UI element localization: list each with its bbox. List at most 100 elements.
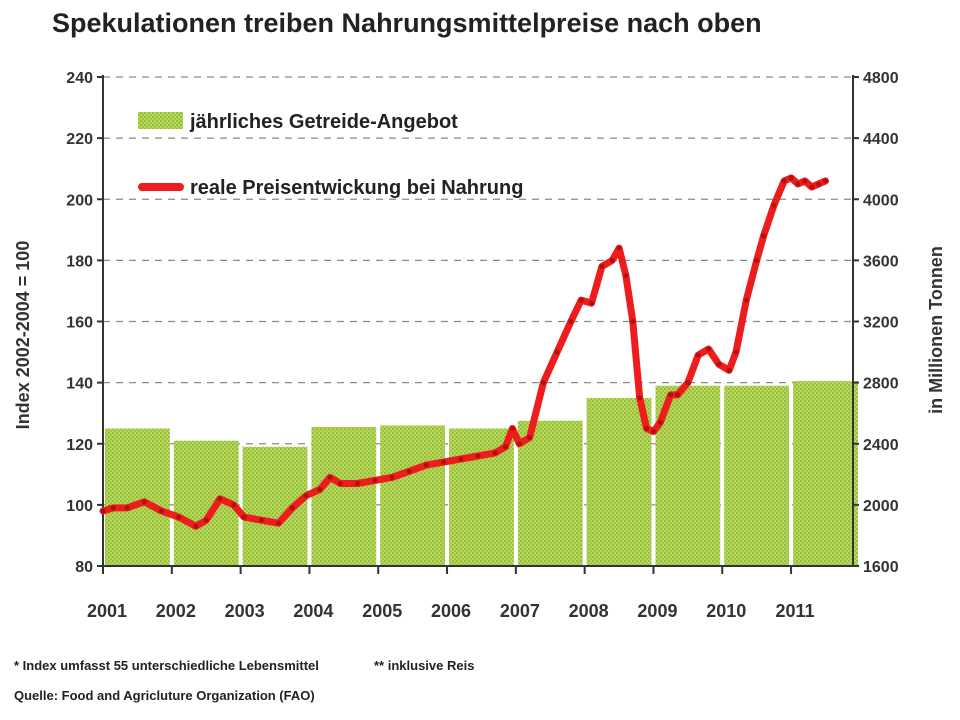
line-point-60 [802, 178, 808, 184]
y-axis-label-left: Index 2002-2004 = 100 [13, 241, 33, 430]
right-tick-label-1: 2000 [863, 498, 899, 515]
x-tick-label-2004: 2004 [293, 601, 333, 621]
line-point-9 [231, 502, 237, 508]
line-point-17 [337, 480, 343, 486]
right-tick-label-5: 3600 [863, 253, 899, 270]
left-tick-label-3: 140 [66, 376, 93, 393]
line-point-47 [685, 380, 691, 386]
x-tick-label-2005: 2005 [362, 601, 402, 621]
line-point-45 [668, 392, 674, 398]
line-point-33 [568, 319, 574, 324]
left-tick-label-5: 180 [66, 253, 93, 270]
right-tick-label-3: 2800 [863, 376, 899, 393]
right-tick-label-4: 3200 [863, 315, 899, 332]
line-point-31 [540, 380, 546, 386]
left-tick-label-6: 200 [66, 192, 93, 209]
footnote-rice: ** inklusive Reis [374, 658, 475, 673]
right-y-tick-labels: 1600 2000 2400 2800 3200 3600 4000 4400 4800 [863, 70, 899, 576]
line-point-46 [675, 392, 681, 398]
x-tick-label-2007: 2007 [500, 601, 540, 621]
line-point-49 [706, 346, 712, 352]
line-point-15 [317, 487, 323, 493]
line-point-57 [781, 178, 787, 184]
line-point-12 [275, 520, 281, 526]
left-y-tick-labels: 80 100 120 140 160 180 200 220 240 [66, 70, 93, 576]
x-tick-label-2002: 2002 [156, 601, 196, 621]
line-point-48 [695, 352, 701, 358]
line-point-36 [599, 263, 605, 269]
line-point-29 [516, 441, 522, 447]
line-point-21 [406, 468, 412, 474]
line-point-11 [258, 517, 264, 523]
line-point-4 [158, 508, 164, 514]
legend-swatch-bars [138, 112, 183, 129]
line-point-1 [110, 505, 116, 511]
line-point-39 [623, 273, 629, 279]
right-tick-label-6: 4000 [863, 192, 899, 209]
line-point-56 [771, 202, 777, 208]
bar-2004 [311, 426, 377, 566]
line-point-38 [616, 245, 622, 251]
right-tick-label-2: 2400 [863, 437, 899, 454]
left-tick-label-7: 220 [66, 131, 93, 148]
x-tick-label-2003: 2003 [225, 601, 265, 621]
line-point-20 [389, 474, 395, 480]
line-point-0 [100, 508, 106, 514]
line-point-34 [578, 297, 584, 303]
line-point-13 [289, 505, 295, 511]
line-point-5 [176, 514, 182, 520]
bar-series [105, 381, 858, 566]
line-point-41 [637, 395, 643, 401]
axes [97, 75, 859, 574]
line-point-59 [795, 181, 801, 187]
line-point-50 [716, 361, 722, 367]
line-point-42 [644, 425, 650, 431]
line-point-18 [355, 480, 361, 486]
line-point-7 [203, 517, 209, 523]
x-tick-label-2001: 2001 [87, 601, 127, 621]
line-point-25 [475, 453, 481, 459]
line-point-3 [141, 499, 147, 505]
line-point-26 [492, 450, 498, 456]
chart-title: Spekulationen treiben Nahrungsmittelprei… [52, 8, 762, 38]
x-tick-label-2011: 2011 [776, 601, 815, 621]
bar-2010 [724, 385, 790, 566]
x-tick-label-2008: 2008 [569, 601, 609, 621]
x-tick-labels: 2001 2002 2003 2004 2005 2006 2007 2008 2009 2010… [87, 601, 815, 621]
line-point-22 [423, 462, 429, 468]
legend-label-bars: jährliches Getreide-Angebot [189, 111, 458, 133]
bar-2008 [586, 397, 652, 566]
bar-2011 [793, 381, 858, 566]
legend-label-line: reale Preisentwickung bei Nahrung [190, 177, 523, 199]
line-point-58 [788, 175, 794, 181]
right-tick-label-7: 4400 [863, 131, 899, 148]
line-point-19 [372, 477, 378, 483]
line-point-62 [816, 181, 822, 187]
line-point-35 [589, 300, 595, 306]
line-point-30 [527, 435, 533, 441]
line-point-51 [726, 367, 732, 373]
line-point-52 [733, 349, 739, 355]
line-point-16 [327, 474, 333, 480]
x-tick-label-2009: 2009 [637, 601, 677, 621]
line-point-54 [754, 257, 760, 263]
left-tick-label-1: 100 [66, 498, 93, 515]
line-point-14 [303, 493, 309, 499]
line-point-43 [650, 429, 656, 435]
x-tick-label-2006: 2006 [431, 601, 471, 621]
line-point-55 [761, 233, 767, 239]
line-point-63 [822, 178, 828, 184]
line-point-32 [554, 349, 560, 355]
line-point-8 [217, 496, 223, 502]
price-line [99, 174, 829, 530]
legend: jährliches Getreide-Angebot reale Preise… [138, 111, 523, 199]
bar-2007 [517, 420, 583, 566]
line-point-44 [657, 419, 663, 425]
line-point-23 [441, 459, 447, 465]
left-tick-label-4: 160 [66, 315, 93, 332]
footnote-index: * Index umfasst 55 unterschiedliche Lebe… [14, 658, 319, 673]
bar-2005 [380, 425, 446, 566]
left-tick-label-2: 120 [66, 437, 93, 454]
bar-2001 [105, 428, 170, 566]
line-point-24 [458, 456, 464, 462]
